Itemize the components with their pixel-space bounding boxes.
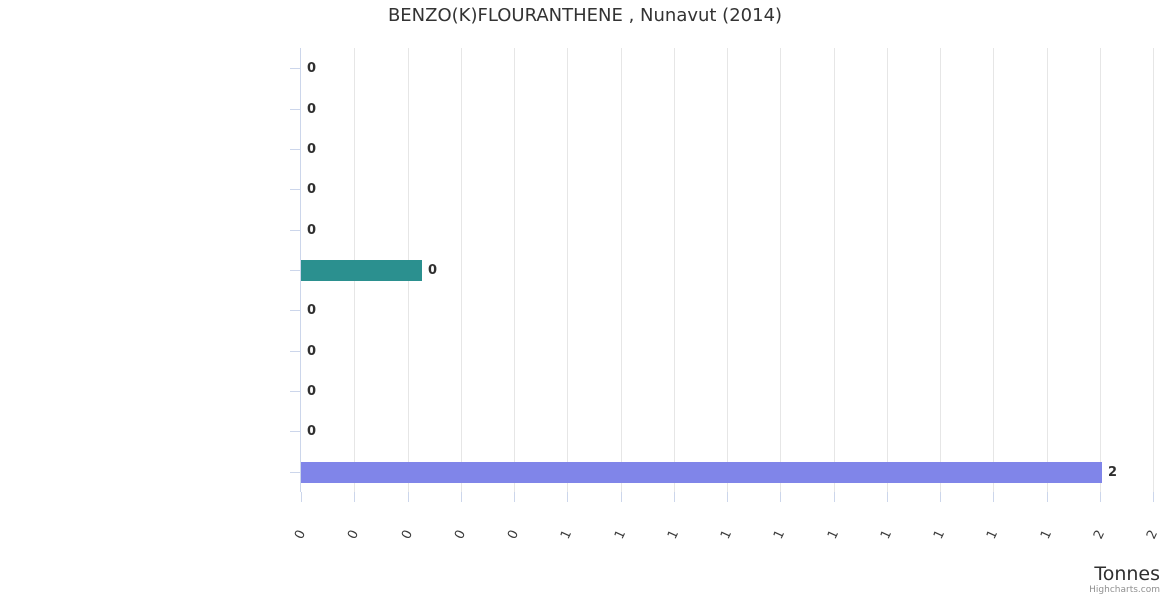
- gridline: [1100, 48, 1101, 492]
- x-axis-tick: [834, 492, 835, 502]
- x-axis-tick: [727, 492, 728, 502]
- x-axis-tick-label: 2: [1090, 527, 1109, 542]
- bar[interactable]: [301, 260, 422, 281]
- gridline: [1047, 48, 1048, 492]
- bar-data-label: 0: [307, 61, 317, 77]
- x-axis-tick-label: 1: [717, 527, 736, 542]
- x-axis-tick: [993, 492, 994, 502]
- bar-data-label: 0: [307, 222, 317, 238]
- chart-title: BENZO(K)FLOURANTHENE , Nunavut (2014): [387, 5, 783, 26]
- x-axis-tick: [514, 492, 515, 502]
- bar-data-label: 0: [428, 263, 438, 278]
- x-axis-tick: [354, 492, 355, 502]
- gridline: [834, 48, 835, 492]
- gridline: [514, 48, 515, 492]
- gridline: [993, 48, 994, 492]
- gridline: [780, 48, 781, 492]
- bar-data-label: 0: [307, 384, 317, 400]
- y-axis-tick: [290, 189, 300, 190]
- gridline: [621, 48, 622, 492]
- x-axis-tick: [1153, 492, 1154, 502]
- x-axis-tick-label: 2: [1143, 527, 1162, 542]
- x-axis-tick: [887, 492, 888, 502]
- bar-data-label: 2: [1108, 464, 1118, 480]
- gridline: [887, 48, 888, 492]
- x-axis-tick-label: 0: [344, 527, 363, 542]
- y-axis-tick: [290, 68, 300, 69]
- y-axis-tick: [290, 351, 300, 352]
- y-axis-tick: [290, 109, 300, 110]
- x-axis-tick: [1047, 492, 1048, 502]
- x-axis-tick-label: 0: [291, 527, 310, 542]
- x-axis-tick-label: 0: [504, 527, 523, 542]
- x-axis-tick: [1100, 492, 1101, 502]
- x-axis-tick: [301, 492, 302, 502]
- x-axis-title: Tonnes: [1094, 563, 1160, 585]
- highcharts-credit[interactable]: Highcharts.com: [1089, 585, 1160, 595]
- x-axis-tick-label: 1: [877, 527, 896, 542]
- x-axis-tick-label: 1: [557, 527, 576, 542]
- y-axis-tick: [290, 270, 300, 271]
- gridline: [727, 48, 728, 492]
- bar-data-label: 0: [307, 303, 317, 319]
- y-axis-tick: [290, 149, 300, 150]
- x-axis-tick-label: 0: [451, 527, 470, 542]
- x-axis-tick-label: 0: [398, 527, 417, 542]
- x-axis-tick-label: 1: [930, 527, 949, 542]
- bar[interactable]: [301, 461, 1102, 483]
- bar-data-label: 0: [307, 101, 317, 117]
- x-axis-tick: [674, 492, 675, 502]
- gridline: [1153, 48, 1154, 492]
- gridline: [567, 48, 568, 492]
- y-axis-line: [300, 48, 301, 492]
- x-axis-tick-label: 1: [983, 527, 1002, 542]
- bar-data-label: 0: [307, 424, 317, 440]
- x-axis-tick-label: 1: [611, 527, 630, 542]
- x-axis-tick-label: 1: [770, 527, 789, 542]
- bar-data-label: 0: [307, 343, 317, 359]
- bar-data-label: 0: [307, 141, 317, 157]
- x-axis-tick: [621, 492, 622, 502]
- x-axis-tick: [567, 492, 568, 502]
- x-axis-tick: [461, 492, 462, 502]
- x-axis-tick-label: 1: [1037, 527, 1056, 542]
- x-axis-tick: [780, 492, 781, 502]
- y-axis-tick: [290, 472, 300, 473]
- x-axis-tick-label: 1: [664, 527, 683, 542]
- x-axis-tick: [408, 492, 409, 502]
- gridline: [674, 48, 675, 492]
- y-axis-tick: [290, 230, 300, 231]
- gridline: [461, 48, 462, 492]
- gridline: [940, 48, 941, 492]
- bar-data-label: 0: [307, 182, 317, 198]
- y-axis-tick: [290, 391, 300, 392]
- y-axis-tick: [290, 310, 300, 311]
- plot-area: [301, 48, 1154, 492]
- x-axis-tick: [940, 492, 941, 502]
- y-axis-tick: [290, 431, 300, 432]
- x-axis-tick-label: 1: [824, 527, 843, 542]
